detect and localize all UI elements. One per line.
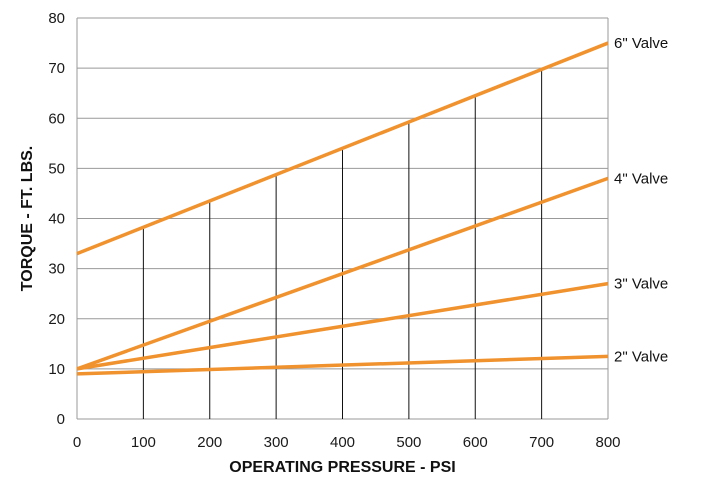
y-tick-label: 40 bbox=[48, 211, 65, 228]
series-label: 2" Valve bbox=[614, 348, 668, 365]
series-label: 3" Valve bbox=[614, 276, 668, 293]
x-tick-label: 700 bbox=[529, 434, 554, 451]
series-line-4 bbox=[76, 354, 609, 376]
y-tick-label: 0 bbox=[57, 411, 65, 428]
y-tick-label: 30 bbox=[48, 261, 65, 278]
x-axis-title: OPERATING PRESSURE - PSI bbox=[229, 459, 455, 476]
y-tick-label: 60 bbox=[48, 110, 65, 127]
x-tick-label: 800 bbox=[595, 434, 620, 451]
x-tick-label: 400 bbox=[330, 434, 355, 451]
series-label: 6" Valve bbox=[614, 35, 668, 52]
x-tick-label: 600 bbox=[463, 434, 488, 451]
series-line-3 bbox=[76, 281, 609, 371]
series-line-2 bbox=[76, 176, 609, 371]
y-tick-label: 80 bbox=[48, 10, 65, 27]
y-axis-title: TORQUE - FT. LBS. bbox=[19, 146, 36, 291]
y-tick-labels: 0 10 20 30 40 50 60 70 80 bbox=[48, 10, 65, 428]
x-tick-label: 100 bbox=[131, 434, 156, 451]
y-tick-label: 70 bbox=[48, 60, 65, 77]
series-lines bbox=[76, 41, 609, 376]
y-tick-label: 20 bbox=[48, 311, 65, 328]
y-tick-label: 10 bbox=[48, 361, 65, 378]
series-labels: 6" Valve 4" Valve 3" Valve 2" Valve bbox=[614, 35, 668, 365]
x-tick-labels: 0 100 200 300 400 500 600 700 800 bbox=[73, 434, 621, 451]
series-label: 4" Valve bbox=[614, 170, 668, 187]
x-tick-label: 200 bbox=[197, 434, 222, 451]
x-tick-label: 500 bbox=[396, 434, 421, 451]
x-tick-label: 300 bbox=[264, 434, 289, 451]
y-tick-label: 50 bbox=[48, 160, 65, 177]
x-tick-label: 0 bbox=[73, 434, 81, 451]
series-line-1 bbox=[76, 41, 609, 256]
